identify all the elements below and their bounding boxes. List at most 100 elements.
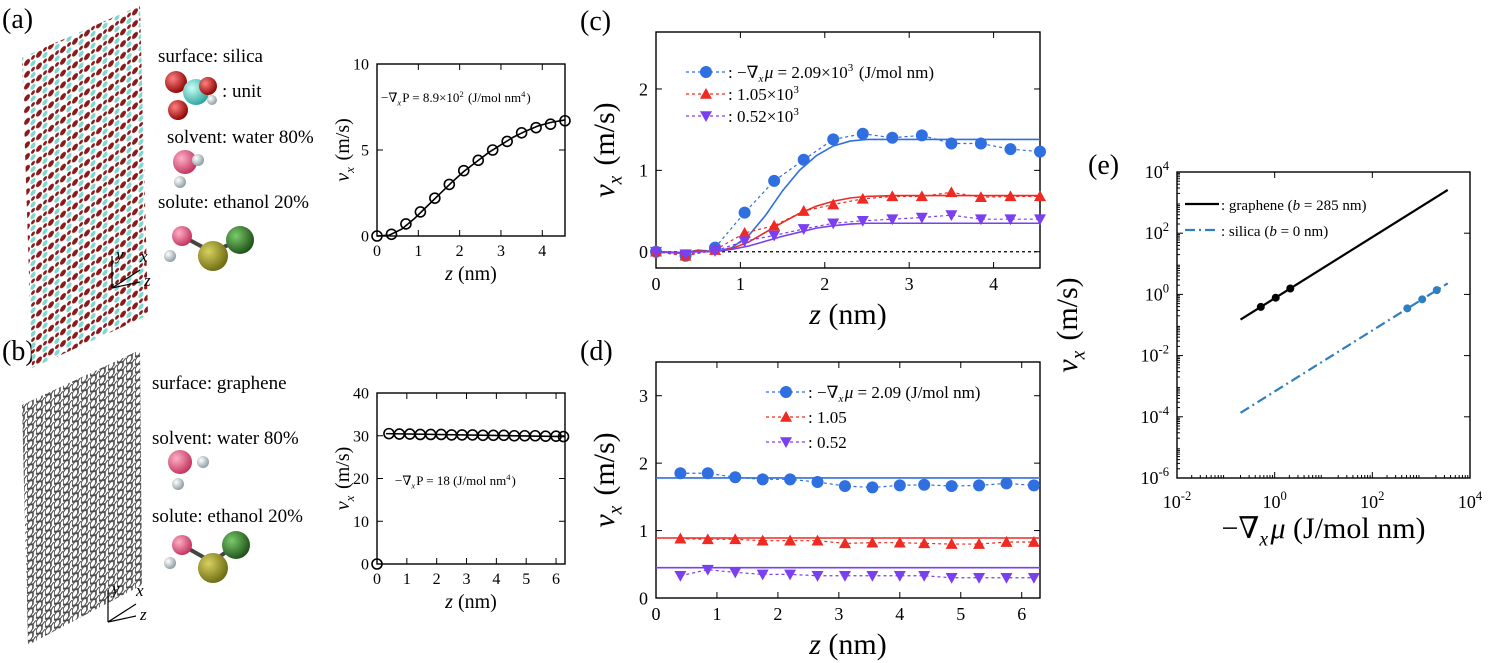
legend-c: : −∇x μ = 2.09×103 (J/mol nm): 1.05×103 …	[686, 62, 934, 126]
silica-solvent-label: solvent: water 80%	[167, 127, 314, 148]
graphene-water-molecule-icon	[168, 450, 209, 490]
data-point	[768, 174, 781, 187]
x-tick-label: 6	[1017, 604, 1026, 624]
data-point	[1418, 295, 1427, 304]
legend-marker	[780, 437, 792, 448]
data-point	[945, 210, 958, 222]
data-point	[797, 224, 810, 235]
legend-marker	[700, 111, 712, 122]
data-point	[811, 570, 824, 582]
data-point	[1034, 214, 1046, 226]
data-point	[1432, 286, 1441, 295]
data-line	[655, 214, 1040, 255]
plot-frame-e	[1176, 171, 1471, 479]
x-tick-label: 2	[773, 604, 782, 624]
data-point	[1256, 302, 1265, 311]
fit-line	[1239, 282, 1449, 414]
y-tick-label: 2	[639, 79, 648, 99]
x-tick-label: 3	[834, 604, 843, 624]
y-axis-label-b: vx (m/s)	[332, 447, 357, 511]
silica-surface-slab	[22, 5, 148, 369]
series-a-1	[376, 119, 566, 237]
series-d-2	[656, 564, 1040, 584]
y-axis-label-e: vx (m/s)	[1051, 277, 1090, 372]
data-point	[701, 467, 714, 480]
silica-axis-y: y	[114, 245, 124, 264]
y-tick-label: 10	[353, 514, 369, 531]
data-point	[457, 164, 470, 177]
data-point	[973, 479, 986, 492]
y-tick-label: 20	[353, 471, 369, 488]
x-tick-label: 0	[373, 571, 381, 588]
series-c-0	[650, 127, 1046, 262]
graphene-ethanol-molecule-icon	[164, 531, 250, 583]
y-tick-label: 40	[353, 386, 369, 403]
series-e-1	[1239, 282, 1449, 414]
data-point	[1000, 536, 1013, 547]
x-tick-label: 0	[652, 604, 661, 624]
data-point	[1000, 477, 1013, 490]
data-point	[838, 570, 851, 582]
series-b-1	[385, 432, 566, 438]
y-axis-label-d: vx (m/s)	[588, 432, 627, 527]
x-tick-label: 1	[414, 243, 422, 260]
data-point	[756, 473, 769, 486]
panel-label-c: (c)	[580, 6, 612, 37]
x-tick-label: 3	[905, 274, 914, 294]
legend-label: : graphene (b = 285 nm)	[1221, 198, 1367, 214]
x-tick-label: 4	[492, 571, 500, 588]
data-point	[893, 479, 906, 492]
x-tick-label: 104	[1458, 489, 1483, 512]
data-point	[1271, 293, 1280, 302]
legend-marker	[700, 88, 712, 99]
y-tick-label: 102	[1145, 220, 1169, 243]
silica-water-molecule-icon	[173, 150, 204, 188]
plot-frame-d	[655, 361, 1041, 599]
data-point	[756, 534, 769, 546]
silica-unit-label: : unit	[222, 81, 262, 102]
data-point	[918, 537, 931, 549]
y-tick-label: 3	[639, 386, 648, 406]
y-tick-label: 10	[353, 57, 369, 74]
data-point	[838, 537, 851, 549]
data-point	[974, 137, 987, 150]
y-axis-label-c: vx (m/s)	[588, 102, 627, 197]
x-tick-label: 4	[989, 274, 998, 294]
data-point	[945, 137, 958, 150]
silica-unit-molecule-icon	[165, 71, 217, 120]
x-tick-label: 4	[538, 243, 546, 260]
y-tick-label: 0	[639, 588, 648, 608]
series-d-1	[656, 532, 1040, 549]
data-point	[729, 533, 742, 545]
x-tick-label: 5	[956, 604, 965, 624]
y-tick-label: 10-2	[1141, 343, 1170, 366]
graphene-axes-triad-icon	[107, 590, 137, 623]
data-point	[1004, 214, 1017, 226]
data-point	[486, 144, 499, 156]
x-tick-label: 4	[895, 604, 904, 624]
data-point	[866, 536, 879, 548]
x-tick-label: 102	[1360, 489, 1384, 512]
data-point	[701, 533, 714, 545]
data-point	[385, 228, 398, 241]
legend-label: : 0.52	[808, 433, 847, 452]
silica-surface-label: surface: silica	[158, 46, 263, 67]
data-point	[530, 121, 542, 134]
fit-line	[376, 119, 566, 237]
data-point	[811, 476, 824, 489]
data-point	[674, 570, 687, 582]
x-tick-label: 5	[522, 571, 530, 588]
data-point	[827, 133, 840, 146]
data-point	[1004, 143, 1017, 156]
data-point	[856, 216, 869, 227]
x-tick-label: 3	[463, 571, 471, 588]
data-point	[738, 236, 751, 248]
silica-axes-triad-icon	[111, 256, 141, 289]
data-point	[674, 467, 687, 480]
legend-label: : silica (b = 0 nm)	[1221, 224, 1328, 240]
data-point	[1034, 145, 1046, 158]
data-point	[886, 190, 899, 202]
y-tick-label: 2	[639, 453, 648, 473]
legend-marker	[780, 411, 792, 422]
chart-b: 0 1 2 3 4 5 6 0 10 20 30 40 z (nm) vx (m/s) −∇x P = 18…	[332, 386, 570, 613]
